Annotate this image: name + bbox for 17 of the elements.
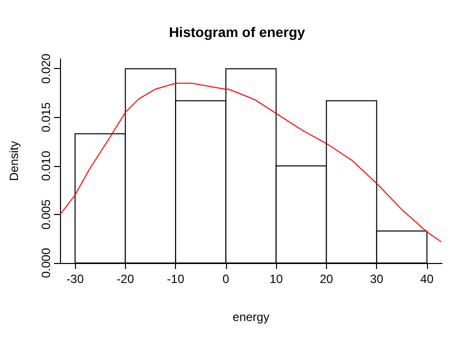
y-tick-label: 0.005: [39, 199, 53, 230]
x-tick-label: -30: [66, 272, 84, 286]
line-series: [60, 82, 442, 242]
x-tick-label: 20: [320, 272, 334, 286]
y-axis-title: Density: [7, 140, 21, 182]
x-tick-label: -20: [116, 272, 134, 286]
x-axis-title: energy: [232, 310, 270, 324]
y-tick-label: 0.000: [39, 248, 53, 278]
x-tick-label: 40: [420, 272, 434, 286]
x-tick-label: 30: [370, 272, 384, 286]
y-tick-label: 0.015: [39, 102, 53, 132]
x-tick-label: 0: [222, 272, 230, 286]
chart-title: Histogram of energy: [168, 24, 306, 40]
y-tick-label: 0.020: [39, 53, 53, 84]
x-tick-label: -10: [166, 272, 185, 286]
y-tick-label: 0.010: [39, 150, 53, 181]
x-tick-label: 10: [269, 272, 284, 286]
